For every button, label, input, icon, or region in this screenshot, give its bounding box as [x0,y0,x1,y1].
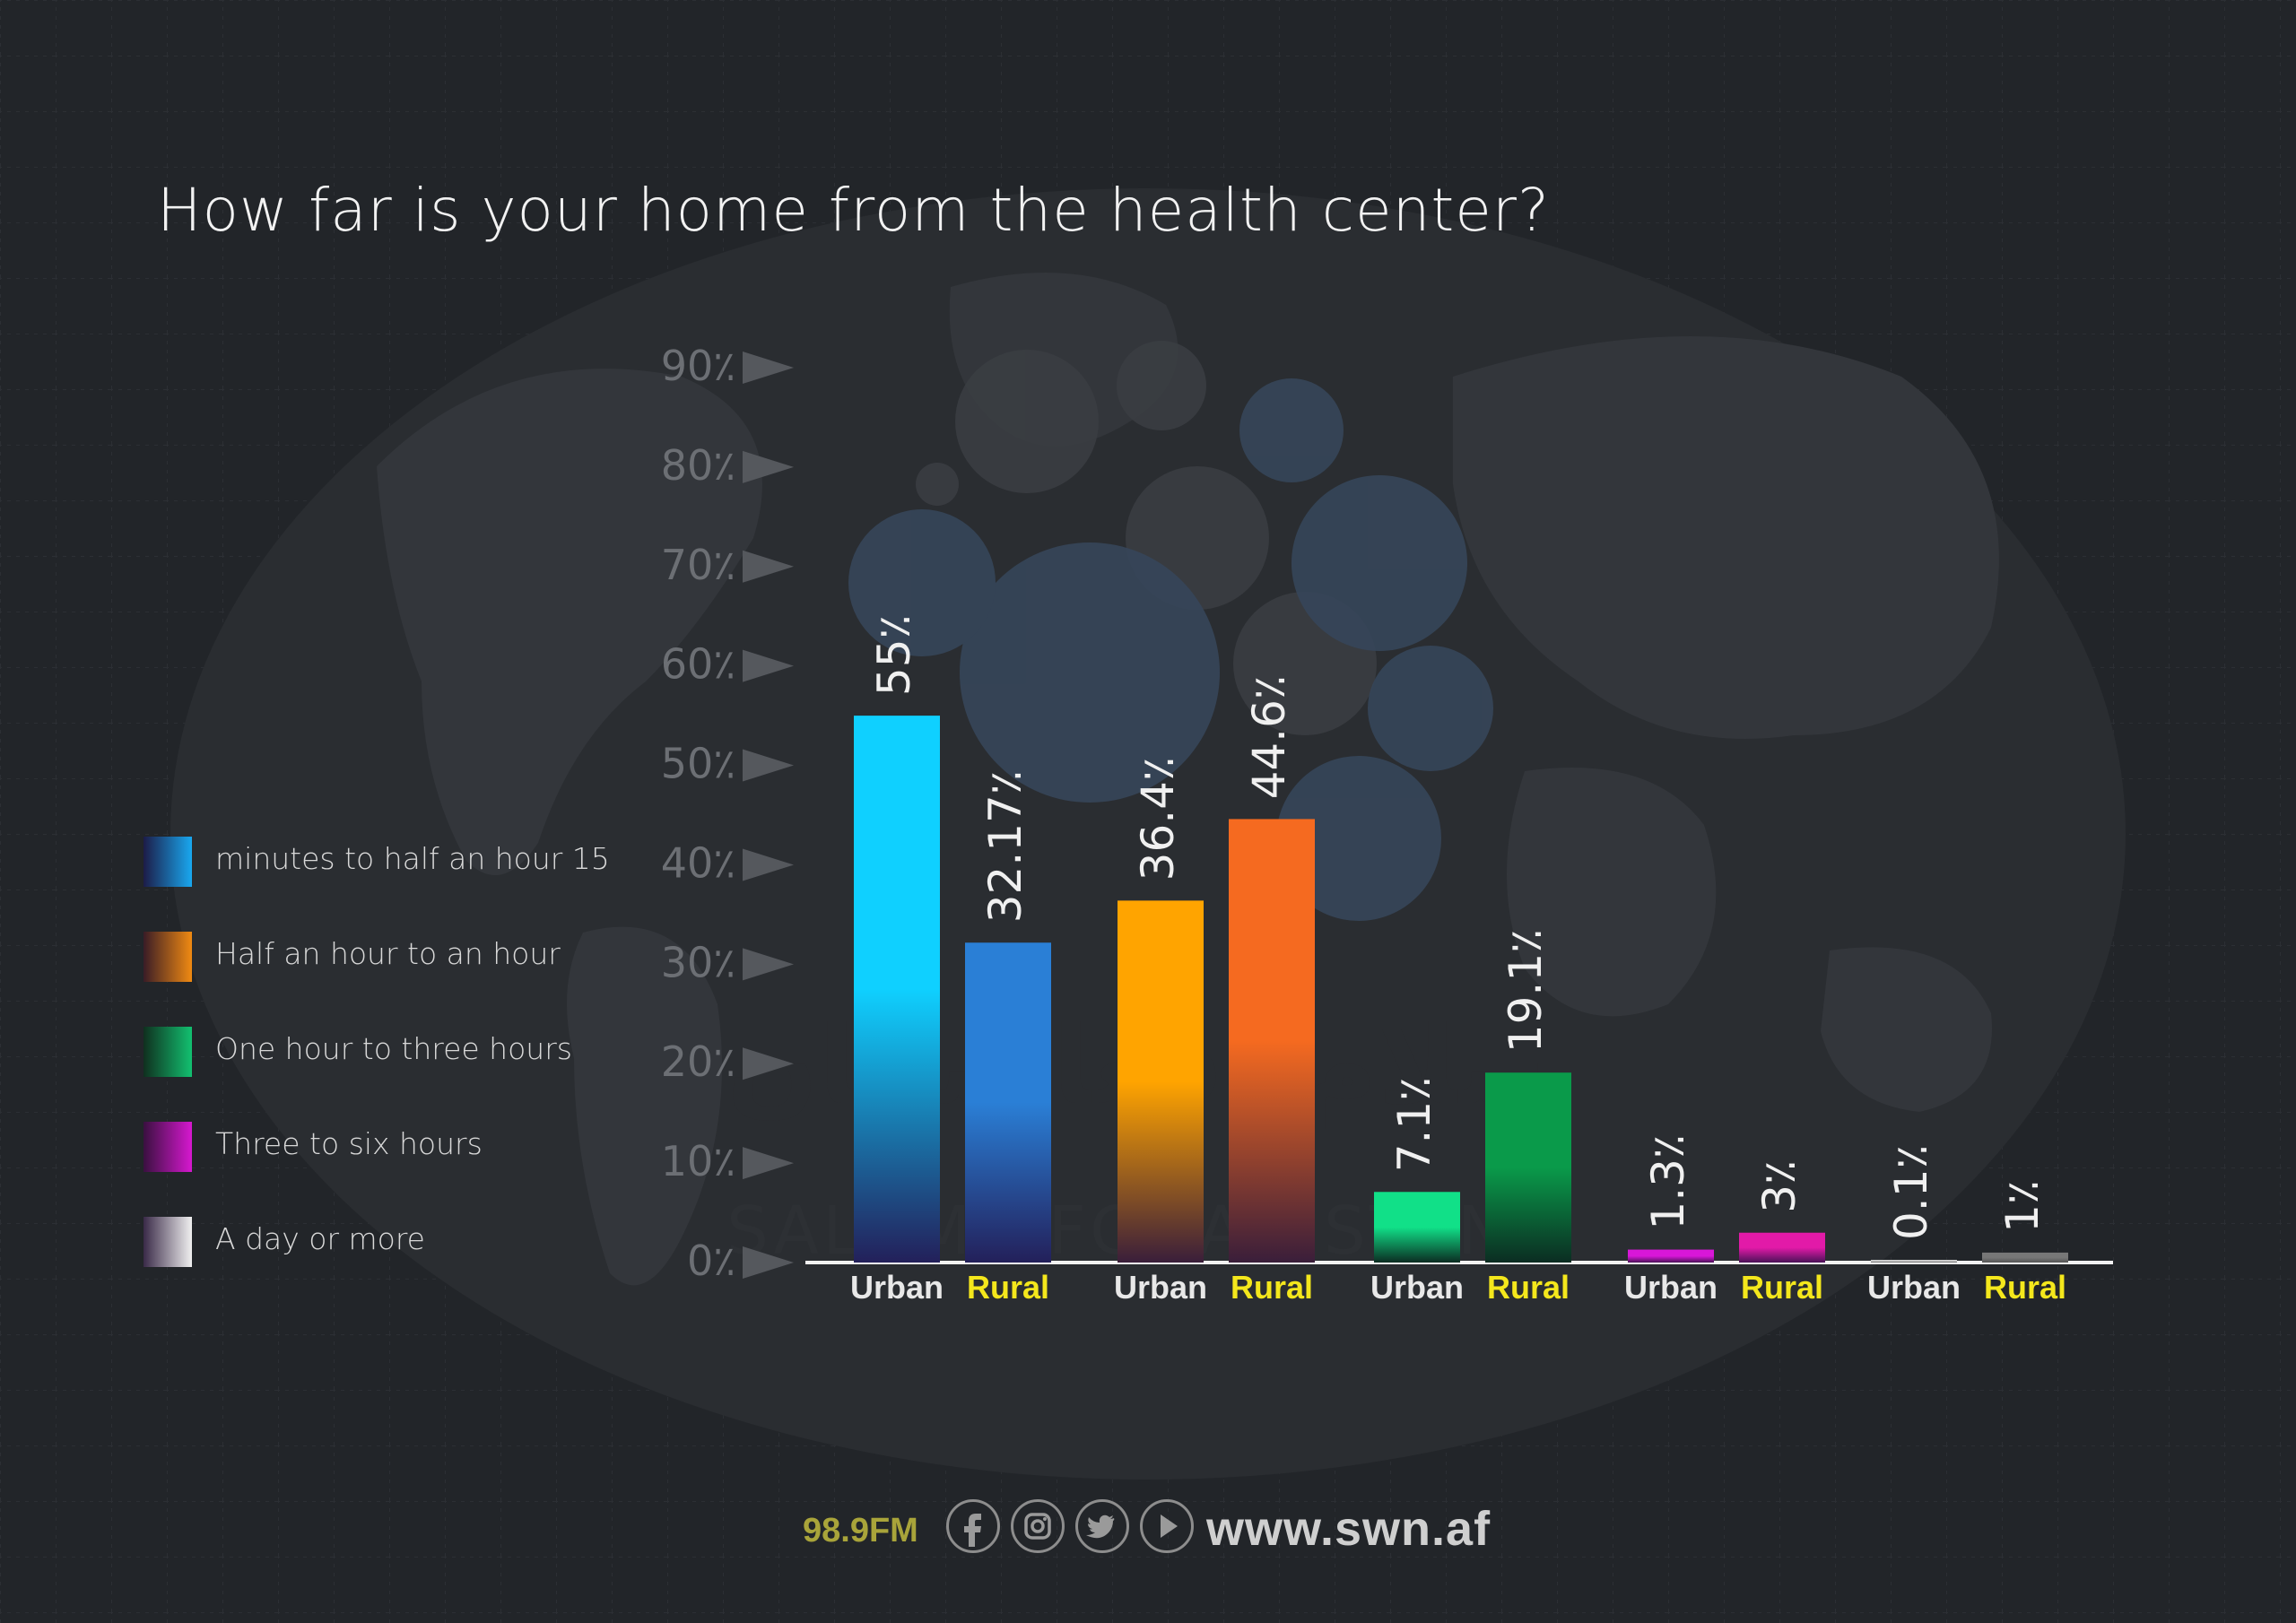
y-tick-label: 60٪ [661,640,735,689]
bar-value-label: 1٪ [1996,1180,2048,1233]
y-tick-marker [743,352,794,384]
legend-swatch [144,1027,192,1077]
bar-value-label: 0.1٪ [1885,1145,1937,1240]
x-category-label: Urban [1624,1269,1718,1306]
bar-value-label: 55٪ [868,615,920,696]
x-category-label: Urban [1370,1269,1464,1306]
x-category-label: Rural [1741,1269,1823,1306]
y-tick-marker [743,1147,794,1180]
bar [1982,1252,2068,1263]
bar-value-label: 32.17٪ [979,770,1031,923]
y-tick-label: 0٪ [687,1237,735,1285]
chart-title: How far is your home from the health cen… [157,176,1551,245]
x-category-label: Urban [1114,1269,1207,1306]
legend-swatch [144,1122,192,1172]
y-tick-label: 30٪ [661,938,735,986]
legend-item: Three to six hours [144,1119,646,1173]
legend-item: One hour to three hours [144,1024,646,1078]
bar [1628,1249,1714,1263]
y-tick-marker [743,948,794,981]
bar-value-label: 7.1٪ [1388,1077,1440,1172]
legend-label: Half an hour to an hour [215,936,561,971]
radio-frequency: 98.9FM [803,1512,918,1549]
y-tick-marker [743,848,794,881]
y-tick-marker [743,649,794,682]
legend-swatch [144,932,192,982]
y-tick-marker [743,550,794,583]
bar-value-label: 19.1٪ [1500,929,1552,1053]
legend-label: minutes to half an hour 15 [215,841,610,876]
y-tick-label: 90٪ [661,342,735,390]
y-tick-marker [743,450,794,483]
x-category-label: Rural [967,1269,1049,1306]
legend-item: minutes to half an hour 15 [144,834,646,888]
legend-label: One hour to three hours [215,1031,572,1066]
bar [1229,819,1315,1263]
legend-item: Half an hour to an hour [144,929,646,983]
y-tick-label: 40٪ [661,838,735,887]
legend-swatch [144,1217,192,1267]
bar-value-label: 44.6٪ [1243,675,1295,799]
bar-value-label: 3٪ [1753,1160,1805,1213]
x-category-label: Rural [1487,1269,1570,1306]
instagram-icon[interactable] [1011,1499,1065,1553]
x-category-label: Urban [850,1269,944,1306]
bar [1374,1192,1460,1263]
y-tick-label: 50٪ [661,740,735,788]
bar-value-label: 1.3٪ [1642,1134,1694,1229]
legend-label: A day or more [215,1221,425,1256]
y-tick-label: 10٪ [661,1137,735,1185]
bar [1485,1072,1571,1263]
y-tick-label: 20٪ [661,1037,735,1086]
legend-swatch [144,837,192,887]
bar-value-label: 36.4٪ [1132,757,1184,881]
y-tick-label: 80٪ [661,441,735,490]
play-icon[interactable] [1140,1499,1194,1553]
y-tick-marker [743,1047,794,1081]
facebook-icon[interactable] [946,1499,1000,1553]
y-tick-marker [743,749,794,782]
legend-label: Three to six hours [215,1126,483,1161]
bar [965,942,1051,1263]
x-category-label: Rural [1231,1269,1313,1306]
bar [1118,900,1204,1263]
footer: 98.9FM www.swn.af [803,1499,1520,1562]
y-tick-label: 70٪ [661,541,735,589]
twitter-icon[interactable] [1075,1499,1129,1553]
bar [1871,1260,1957,1263]
x-category-label: Urban [1867,1269,1961,1306]
bar [854,716,940,1263]
website-link[interactable]: www.swn.af [1206,1502,1492,1556]
legend-item: A day or more [144,1214,646,1268]
bar [1739,1232,1825,1263]
x-category-label: Rural [1984,1269,2066,1306]
y-tick-marker [743,1246,794,1279]
